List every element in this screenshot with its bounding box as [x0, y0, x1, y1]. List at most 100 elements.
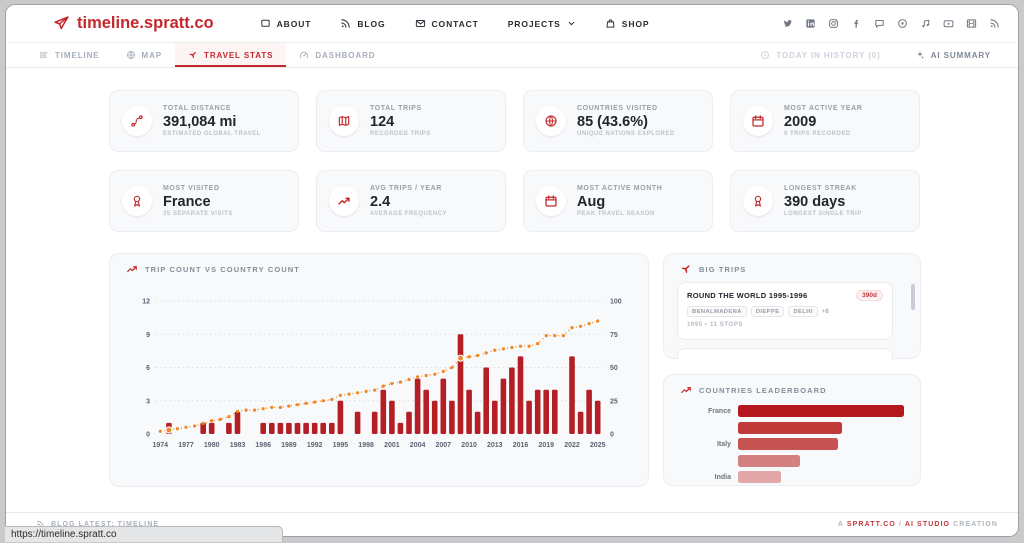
leaderboard-row: India: [678, 471, 904, 484]
nav-item-blog[interactable]: BLOG: [340, 18, 385, 29]
site-logo[interactable]: timeline.spratt.co: [53, 14, 214, 33]
leaderboard-bar: [738, 454, 800, 467]
trend-up-icon: [127, 266, 137, 273]
big-trip-card-partial[interactable]: [677, 348, 893, 360]
svg-text:1986: 1986: [255, 442, 271, 449]
nav-item-projects[interactable]: PROJECTS: [508, 19, 576, 29]
footer-credits: A SPRATT.CO / AI STUDIO CREATION: [838, 521, 998, 528]
stat-value: 390 days: [784, 193, 846, 210]
svg-text:3: 3: [146, 398, 150, 405]
film-icon: [966, 19, 977, 28]
plane-icon: [189, 52, 196, 59]
stat-sublabel: RECORDED TRIPS: [370, 131, 431, 137]
svg-text:2004: 2004: [410, 442, 426, 449]
timeline-icon: [40, 51, 48, 59]
footer-credit-part: CREATION: [950, 521, 998, 528]
tab-travel-stats[interactable]: TRAVEL STATS: [175, 43, 287, 67]
social-youtube-icon[interactable]: [943, 18, 954, 29]
social-chat-bubble-icon[interactable]: [874, 18, 885, 29]
social-rss-icon[interactable]: [989, 18, 1000, 29]
social-music-icon[interactable]: [920, 18, 931, 29]
main-content: TOTAL DISTANCE 391,084 mi ESTIMATED GLOB…: [6, 68, 1018, 512]
stat-sublabel: ESTIMATED GLOBAL TRAVEL: [163, 131, 261, 137]
stat-label: TOTAL TRIPS: [370, 105, 422, 112]
stat-card-longest-streak: LONGEST STREAK 390 days LONGEST SINGLE T…: [730, 170, 920, 232]
social-circle-dot-icon[interactable]: [897, 18, 908, 29]
svg-text:2025: 2025: [590, 442, 606, 449]
medal-icon: [754, 195, 762, 207]
stat-card-avg-trips-year: AVG TRIPS / YEAR 2.4 AVERAGE FREQUENCY: [316, 170, 506, 232]
globe-icon: [126, 50, 135, 60]
leaderboard-bar: [738, 471, 781, 484]
svg-text:2010: 2010: [461, 442, 477, 449]
svg-text:1989: 1989: [281, 442, 297, 449]
big-trip-tag: DELHI: [788, 306, 818, 317]
trip-chart-svg: 0 3 6 9 12 0 25 50 75 100 1974 1977 1980 1983 1986 1989…: [142, 299, 622, 450]
leaderboard-panel: COUNTRIES LEADERBOARD France Italy India: [663, 374, 921, 486]
nav-item-shop[interactable]: SHOP: [605, 18, 650, 29]
stat-label: MOST ACTIVE MONTH: [577, 185, 663, 192]
big-trip-tag: BENALMADENA: [687, 306, 747, 317]
facebook-icon: [854, 19, 859, 28]
leaderboard-bar: [738, 405, 904, 417]
social-facebook-icon[interactable]: [851, 18, 862, 29]
leaderboard-bar: [738, 438, 838, 451]
svg-text:9: 9: [146, 332, 150, 339]
stat-value: 2009: [784, 113, 817, 130]
stat-label: TOTAL DISTANCE: [163, 105, 232, 112]
svg-text:100: 100: [610, 299, 622, 306]
nav-item-contact[interactable]: CONTACT: [415, 18, 479, 29]
nav-label: SHOP: [621, 18, 650, 29]
svg-text:25: 25: [610, 398, 618, 405]
social-linkedin-icon[interactable]: [805, 18, 816, 29]
trip-chart-canvas[interactable]: 0 3 6 9 12 0 25 50 75 100 1974 1977 1980 1983 1986 1989…: [110, 254, 648, 486]
stat-sublabel: 9 TRIPS RECORDED: [784, 131, 851, 137]
svg-text:0: 0: [146, 432, 150, 439]
linkedin-icon: [806, 19, 815, 28]
big-trips-scrollbar[interactable]: [911, 284, 915, 310]
stat-card-icon-circle: [536, 186, 566, 216]
svg-text:12: 12: [142, 299, 150, 306]
social-instagram-icon[interactable]: [828, 18, 839, 29]
stat-label: COUNTRIES VISITED: [577, 105, 658, 112]
tab-dashboard[interactable]: DASHBOARD: [286, 43, 388, 67]
big-trip-card[interactable]: ROUND THE WORLD 1995-1996 390d BENALMADE…: [677, 282, 893, 340]
nav-item-about[interactable]: ABOUT: [260, 18, 312, 29]
chat-square-icon: [260, 19, 270, 27]
leaderboard-row: [678, 421, 904, 434]
svg-text:1974: 1974: [153, 442, 169, 449]
big-trip-more-tag: +8: [821, 308, 829, 315]
svg-text:2019: 2019: [539, 442, 555, 449]
big-trip-tag: DIEPPE: [750, 306, 785, 317]
tabs-right: TODAY IN HISTORY (0) AI SUMMARY: [747, 43, 1004, 67]
instagram-icon: [829, 19, 838, 28]
social-film-icon[interactable]: [966, 18, 977, 29]
gauge-icon: [300, 51, 309, 58]
tab-map[interactable]: MAP: [113, 43, 175, 67]
stat-value: 2.4: [370, 193, 391, 210]
svg-text:50: 50: [610, 365, 618, 372]
paper-plane-icon: [53, 15, 70, 32]
svg-text:0: 0: [610, 432, 614, 439]
tab-today-in-history-0[interactable]: TODAY IN HISTORY (0): [747, 43, 893, 67]
svg-text:1995: 1995: [333, 442, 349, 449]
globe-icon: [545, 115, 557, 127]
stat-value: 85 (43.6%): [577, 113, 648, 130]
stat-card-icon-circle: [329, 186, 359, 216]
tab-timeline[interactable]: TIMELINE: [26, 43, 113, 67]
music-icon: [922, 19, 930, 28]
footer-credit-part: /: [895, 521, 905, 528]
stats-grid: TOTAL DISTANCE 391,084 mi ESTIMATED GLOB…: [109, 90, 1018, 232]
leaderboard-country-label: France: [708, 407, 731, 415]
social-twitter-icon[interactable]: [782, 18, 793, 29]
tab-ai-summary[interactable]: AI SUMMARY: [902, 43, 1004, 67]
svg-text:75: 75: [610, 332, 618, 339]
big-trip-duration-badge: 390d: [856, 290, 883, 301]
site-logo-text: timeline.spratt.co: [77, 14, 214, 32]
stat-sublabel: PEAK TRAVEL SEASON: [577, 211, 655, 217]
stat-card-icon-circle: [122, 106, 152, 136]
stat-label: MOST ACTIVE YEAR: [784, 105, 863, 112]
svg-text:2013: 2013: [487, 442, 503, 449]
svg-text:1977: 1977: [178, 442, 194, 449]
nav-label: PROJECTS: [507, 18, 561, 29]
